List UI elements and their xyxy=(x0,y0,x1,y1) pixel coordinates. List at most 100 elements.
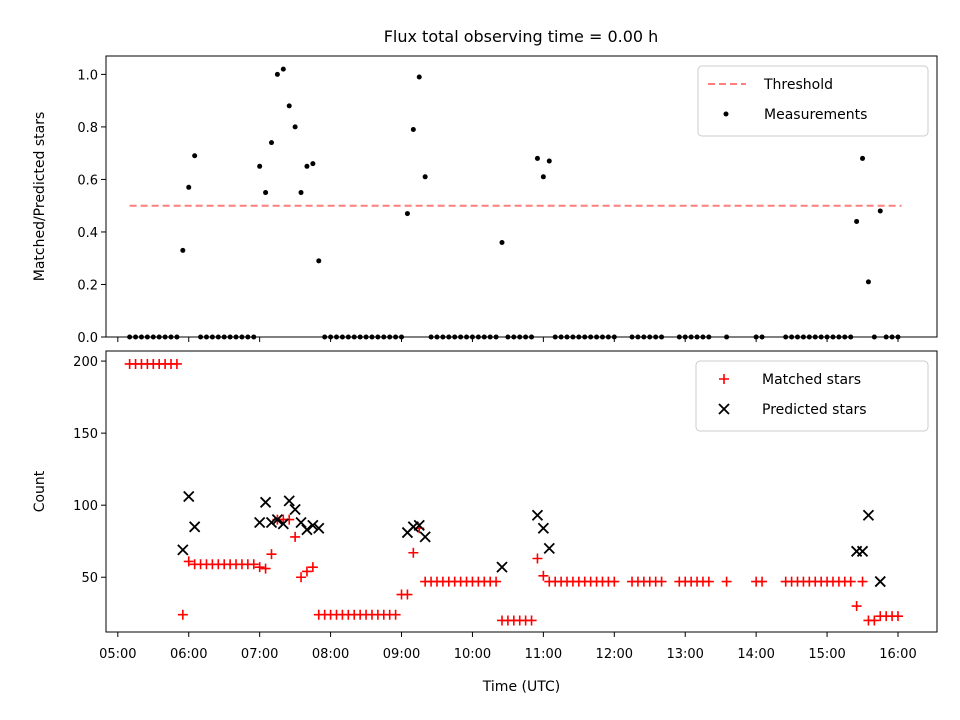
measurement-point xyxy=(877,208,883,214)
measurement-point xyxy=(221,334,227,340)
measurement-point xyxy=(552,334,558,340)
x-tick-label: 08:00 xyxy=(312,647,349,662)
measurement-point xyxy=(889,334,895,340)
predicted-star-point xyxy=(856,545,869,557)
y-axis-label: Count xyxy=(32,470,48,512)
measurement-point xyxy=(144,334,150,340)
top-panel: 0.0 0.2 0.4 0.6 0.8 1.0 Matched/Predicted star… xyxy=(32,55,938,346)
measurement-point xyxy=(854,218,860,224)
measurement-point xyxy=(635,334,641,340)
measurement-point xyxy=(328,334,334,340)
measurement-point xyxy=(818,334,824,340)
matched-star-point xyxy=(532,553,543,564)
y-tick-label: 150 xyxy=(73,427,98,442)
x-tick-label: 15:00 xyxy=(808,647,845,662)
measurement-point xyxy=(860,155,866,161)
measurement-point xyxy=(558,334,564,340)
legend-matched-swatch xyxy=(719,374,729,384)
measurement-point xyxy=(133,334,139,340)
measurement-point xyxy=(363,334,369,340)
matched-star-point xyxy=(266,549,277,560)
measurement-point xyxy=(676,334,682,340)
measurement-point xyxy=(310,161,316,167)
predicted-star-point xyxy=(874,575,886,588)
measurement-point xyxy=(594,334,600,340)
matched-star-point xyxy=(171,358,182,369)
measurement-point xyxy=(629,334,635,340)
matched-star-point xyxy=(177,609,188,620)
measurement-point xyxy=(428,334,434,340)
measurement-point xyxy=(759,334,765,340)
legend: Matched stars Predicted stars xyxy=(695,360,929,432)
measurement-point xyxy=(493,334,499,340)
measurement-point xyxy=(186,184,192,190)
predicted-star-point xyxy=(183,490,195,503)
measurement-point xyxy=(268,140,274,146)
chart-title: Flux total observing time = 0.00 h xyxy=(384,27,659,46)
measurement-point xyxy=(304,163,310,169)
predicted-star-point xyxy=(259,496,272,508)
measurement-point xyxy=(334,334,340,340)
x-tick-label: 10:00 xyxy=(454,647,491,662)
measurement-point xyxy=(357,334,363,340)
measurement-point xyxy=(203,334,209,340)
predicted-star-point xyxy=(419,531,431,543)
measurement-point xyxy=(659,334,665,340)
legend-measurement-swatch xyxy=(723,111,729,117)
y-tick-label: 0.0 xyxy=(77,331,98,346)
x-tick-label: 09:00 xyxy=(383,647,420,662)
measurement-point xyxy=(481,334,487,340)
measurement-point xyxy=(789,334,795,340)
measurement-point xyxy=(570,334,576,340)
matched-star-point xyxy=(408,547,419,558)
x-tick-label: 11:00 xyxy=(525,647,562,662)
measurement-point xyxy=(434,334,440,340)
measurement-point xyxy=(534,155,540,161)
legend-label: Predicted stars xyxy=(762,402,867,418)
measurement-point xyxy=(706,334,712,340)
matched-star-point xyxy=(869,615,880,626)
measurement-point xyxy=(883,334,889,340)
measurement-point xyxy=(440,334,446,340)
measurement-point xyxy=(292,124,298,130)
predicted-star-point xyxy=(265,516,278,529)
measurement-point xyxy=(582,334,588,340)
predicted-star-point xyxy=(177,544,189,556)
matched-star-point xyxy=(491,576,502,587)
measurement-point xyxy=(848,334,854,340)
measurement-point xyxy=(605,334,611,340)
predicted-star-point xyxy=(413,519,425,532)
measurement-point xyxy=(280,66,286,72)
measurement-point xyxy=(464,334,470,340)
measurement-point xyxy=(576,334,582,340)
matched-star-point xyxy=(757,576,768,587)
measurement-point xyxy=(836,334,842,340)
measurement-point xyxy=(647,334,653,340)
measurement-point xyxy=(369,334,375,340)
measurement-point xyxy=(316,258,322,264)
measurement-point xyxy=(783,334,789,340)
matched-star-point xyxy=(538,570,549,581)
measurement-point xyxy=(871,334,877,340)
measurement-point xyxy=(599,334,605,340)
measurement-point xyxy=(487,334,493,340)
measurement-point xyxy=(399,334,405,340)
legend-label: Matched stars xyxy=(762,372,861,388)
legend-label: Threshold xyxy=(763,77,833,93)
measurement-point xyxy=(653,334,659,340)
y-tick-label: 0.8 xyxy=(77,121,98,136)
measurement-point xyxy=(127,334,133,340)
plot-frame xyxy=(105,350,938,633)
x-tick-label: 06:00 xyxy=(170,647,207,662)
x-tick-label: 07:00 xyxy=(241,647,278,662)
measurement-point xyxy=(682,334,688,340)
measurement-point xyxy=(523,334,529,340)
matched-star-point xyxy=(183,556,194,567)
predicted-star-point xyxy=(277,518,289,530)
measurement-point xyxy=(469,334,475,340)
matched-star-point xyxy=(290,531,301,542)
measurement-point xyxy=(588,334,594,340)
measurement-point xyxy=(753,334,759,340)
x-axis-label: Time (UTC) xyxy=(482,679,560,695)
matched-star-point xyxy=(857,576,868,587)
